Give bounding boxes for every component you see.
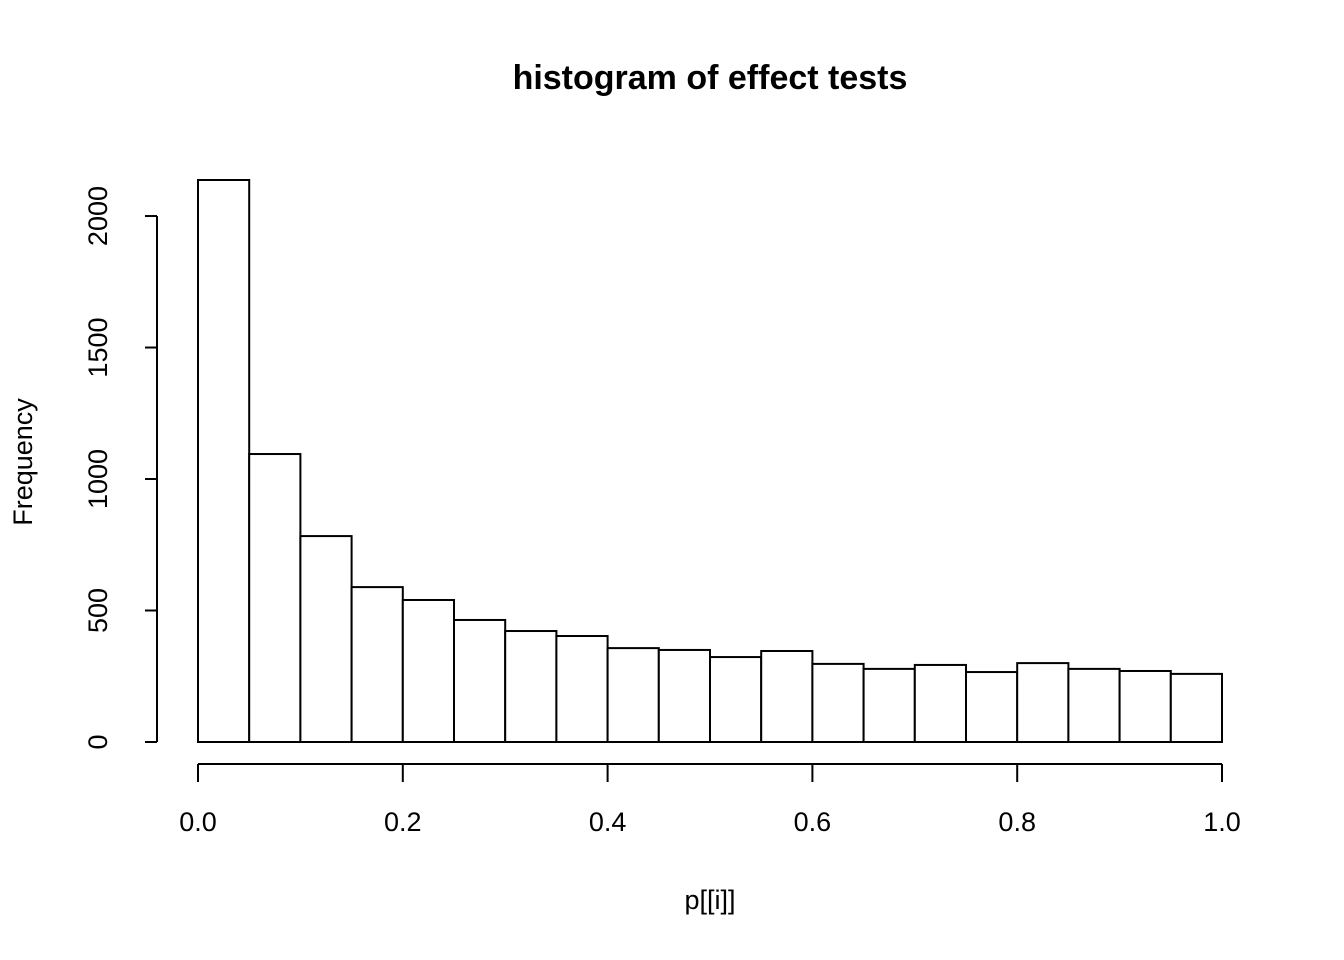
- bar: [453, 618, 507, 743]
- x-tick-label: 0.8: [998, 807, 1036, 837]
- x-axis-label: p[[i]]: [684, 885, 735, 915]
- y-tick-label: 2000: [83, 186, 113, 246]
- bar: [606, 647, 660, 744]
- bar: [811, 662, 865, 743]
- bar: [709, 656, 763, 743]
- bar: [197, 179, 251, 743]
- bar: [913, 663, 967, 743]
- chart-title: histogram of effect tests: [513, 59, 908, 97]
- bar: [350, 586, 404, 744]
- bar: [1016, 662, 1070, 744]
- x-tick-label: 0.6: [794, 807, 832, 837]
- y-tick-label: 1500: [83, 317, 113, 377]
- bar: [862, 667, 916, 743]
- bar: [1067, 667, 1121, 743]
- bar: [965, 671, 1019, 743]
- bar: [657, 648, 711, 743]
- y-tick-label: 1000: [83, 449, 113, 509]
- bar: [1169, 672, 1224, 744]
- bar: [1118, 669, 1172, 743]
- x-tick-label: 0.2: [384, 807, 422, 837]
- bar: [401, 598, 455, 744]
- bar: [760, 650, 814, 743]
- bar: [299, 535, 353, 743]
- x-tick-label: 0.4: [589, 807, 627, 837]
- bar: [555, 635, 609, 743]
- bar: [248, 453, 302, 743]
- x-tick-label: 1.0: [1203, 807, 1241, 837]
- y-tick-label: 0: [83, 734, 113, 749]
- x-tick-label: 0.0: [179, 807, 217, 837]
- y-tick-label: 500: [83, 588, 113, 633]
- y-axis-label: Frequency: [8, 398, 38, 526]
- bar: [504, 630, 558, 744]
